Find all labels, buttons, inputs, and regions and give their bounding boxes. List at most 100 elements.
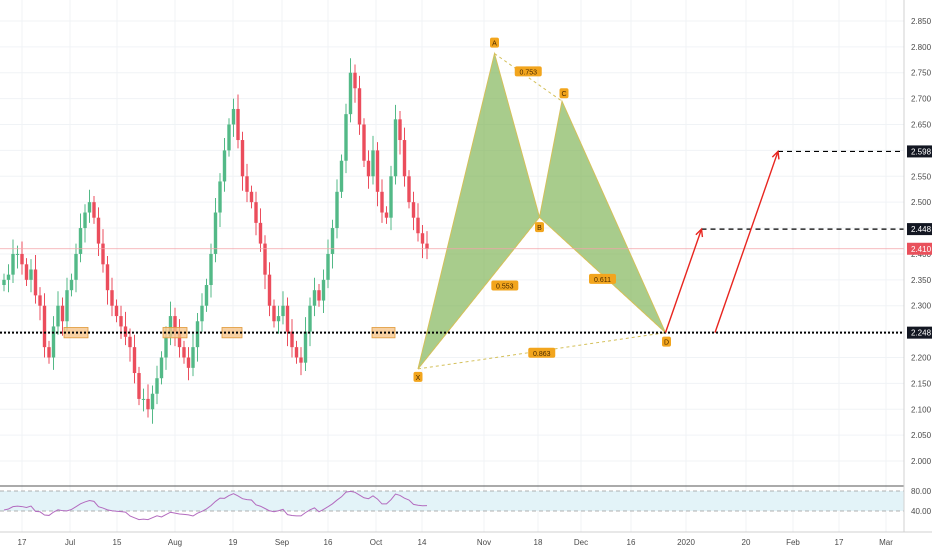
harmonic-pattern: X A B C D 0.753 0.553 0.863 0.611	[63, 37, 671, 382]
candle-body	[209, 253, 213, 286]
candle-body	[222, 150, 227, 182]
candle-body	[173, 316, 177, 332]
pattern-point-c: C	[561, 91, 566, 98]
candle-body	[114, 305, 119, 317]
candle-body	[294, 347, 299, 358]
candle-body	[362, 124, 366, 161]
candle-body	[15, 253, 20, 255]
candle-body	[60, 305, 65, 322]
time-tick-label: 17	[835, 538, 844, 547]
candle-body	[317, 290, 321, 301]
candle-body	[150, 393, 155, 410]
candle-body	[389, 176, 393, 218]
candle-body	[312, 290, 317, 306]
candle-body	[78, 228, 83, 254]
projection-arrow	[714, 151, 779, 333]
candle-body	[398, 119, 402, 141]
candle-body	[263, 243, 267, 275]
pattern-ac-line	[494, 53, 563, 102]
candle-body	[2, 279, 6, 286]
time-tick-label: 20	[742, 538, 751, 547]
candle-body	[177, 331, 182, 348]
ratio-badge: 0.753	[519, 69, 537, 76]
pattern-point-x-bg	[413, 371, 423, 382]
time-tick-label: Feb	[786, 538, 800, 547]
candle-body	[29, 269, 33, 280]
candle-body	[141, 398, 146, 400]
candle-body	[249, 191, 254, 203]
rsi-pane	[0, 485, 904, 521]
time-tick-label: Jul	[65, 538, 75, 547]
candle-body	[272, 305, 276, 322]
candle-body	[110, 290, 114, 306]
price-marker-label: 2.248	[911, 329, 932, 338]
time-tick-label: 18	[534, 538, 543, 547]
price-tick-label: 2.000	[911, 457, 932, 466]
candle-body	[416, 217, 420, 234]
candle-body	[92, 202, 96, 218]
candle-body	[353, 72, 357, 89]
candle-body	[236, 108, 240, 141]
candle-body	[276, 316, 281, 322]
price-tick-label: 2.550	[911, 172, 932, 181]
price-tick-label: 2.200	[911, 354, 932, 363]
candle-body	[20, 253, 24, 265]
price-marker-label: 2.598	[911, 147, 932, 156]
pattern-point-a-bg	[490, 37, 499, 48]
candle-body	[299, 357, 303, 363]
ratio-badge-bg	[491, 280, 519, 291]
time-tick-label: 16	[627, 538, 636, 547]
price-tick-label: 2.700	[911, 95, 932, 104]
candle-body	[335, 191, 339, 229]
candle-body	[69, 279, 74, 291]
candle-body	[105, 264, 110, 291]
time-tick-label: 14	[418, 538, 427, 547]
ratio-badge: 0.611	[594, 277, 611, 284]
candle-body	[290, 331, 294, 348]
candle-body	[245, 176, 249, 192]
candle-body	[254, 202, 258, 223]
candle-body	[281, 305, 285, 317]
pattern-point-a: A	[492, 41, 497, 48]
projection-arrowhead	[695, 227, 704, 238]
candle-body	[96, 217, 101, 244]
price-marker-bg	[907, 242, 932, 255]
time-tick-label: 19	[229, 538, 238, 547]
candle-body	[11, 253, 15, 275]
candle-body	[231, 108, 236, 125]
time-tick-label: Dec	[574, 538, 588, 547]
zone-box	[371, 327, 396, 339]
candle-body	[119, 316, 123, 327]
candle-body	[402, 140, 407, 177]
candle-body	[267, 274, 272, 306]
candle-body	[33, 269, 38, 296]
pattern-xb-line	[417, 216, 540, 370]
price-tick-label: 2.800	[911, 43, 932, 52]
price-tick-label: 2.850	[911, 17, 932, 26]
price-tick-label: 2.750	[911, 69, 932, 78]
candle-body	[195, 321, 200, 348]
time-tick-label: Sep	[275, 538, 290, 547]
candle-body	[51, 326, 56, 358]
candle-body	[200, 305, 204, 322]
price-tick-label: 2.150	[911, 379, 932, 388]
price-tick-label: 2.050	[911, 431, 932, 440]
pattern-point-b: B	[537, 225, 542, 232]
time-tick-label: Oct	[370, 538, 383, 547]
candle-body	[56, 305, 60, 327]
candle-body	[285, 305, 290, 332]
candle-body	[182, 347, 186, 358]
price-tick-label: 2.500	[911, 198, 932, 207]
price-marker-bg	[907, 223, 932, 236]
candle-body	[393, 119, 398, 177]
candle-body	[384, 212, 389, 218]
candle-body	[128, 336, 132, 348]
candle-body	[258, 222, 263, 244]
price-marker-label: 2.448	[911, 225, 932, 234]
projection-arrow	[664, 228, 703, 333]
time-tick-label: Nov	[477, 538, 491, 547]
candle-body	[227, 124, 231, 151]
ratio-badge-bg	[514, 66, 542, 77]
